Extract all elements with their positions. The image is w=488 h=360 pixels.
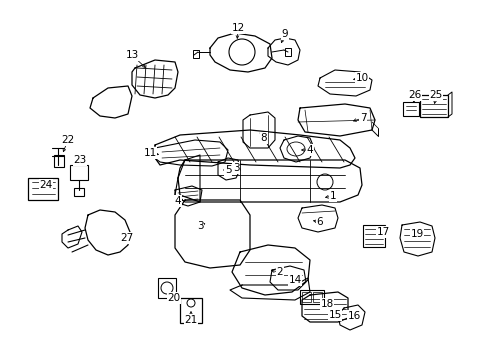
Text: 14: 14 (288, 275, 301, 285)
Text: 13: 13 (125, 50, 138, 60)
Text: 26: 26 (407, 90, 421, 100)
Bar (302, 292, 310, 302)
Bar (54, 155, 64, 167)
Bar (193, 50, 199, 58)
Bar (419, 95, 447, 117)
Bar (70, 165, 88, 180)
Text: 21: 21 (184, 315, 197, 325)
Text: 3: 3 (196, 221, 203, 231)
Bar (402, 102, 418, 116)
Text: 3: 3 (232, 163, 239, 173)
Bar (285, 48, 290, 56)
Text: 10: 10 (355, 73, 368, 83)
Text: 18: 18 (320, 299, 333, 309)
Text: 4: 4 (306, 145, 313, 155)
Text: 23: 23 (73, 155, 86, 165)
Text: 25: 25 (428, 90, 442, 100)
Text: 11: 11 (143, 148, 156, 158)
Text: 22: 22 (61, 135, 75, 145)
Text: 6: 6 (316, 217, 323, 227)
Text: 7: 7 (359, 113, 366, 123)
Text: 15: 15 (328, 310, 341, 320)
Text: 20: 20 (167, 293, 180, 303)
Bar (299, 290, 324, 304)
Text: 9: 9 (281, 29, 288, 39)
Text: 27: 27 (120, 233, 133, 243)
Bar (312, 292, 321, 302)
Text: 12: 12 (231, 23, 244, 33)
Bar (158, 278, 176, 298)
Text: 24: 24 (40, 180, 53, 190)
Bar (74, 188, 84, 196)
Bar (362, 225, 384, 247)
Bar (28, 178, 58, 200)
Text: 1: 1 (329, 191, 336, 201)
Text: 17: 17 (376, 227, 389, 237)
Text: 4: 4 (174, 196, 181, 206)
Text: 5: 5 (224, 165, 231, 175)
Text: 8: 8 (260, 133, 267, 143)
Text: 2: 2 (276, 267, 283, 277)
Text: 16: 16 (346, 311, 360, 321)
Text: 19: 19 (409, 229, 423, 239)
Bar (180, 298, 202, 323)
